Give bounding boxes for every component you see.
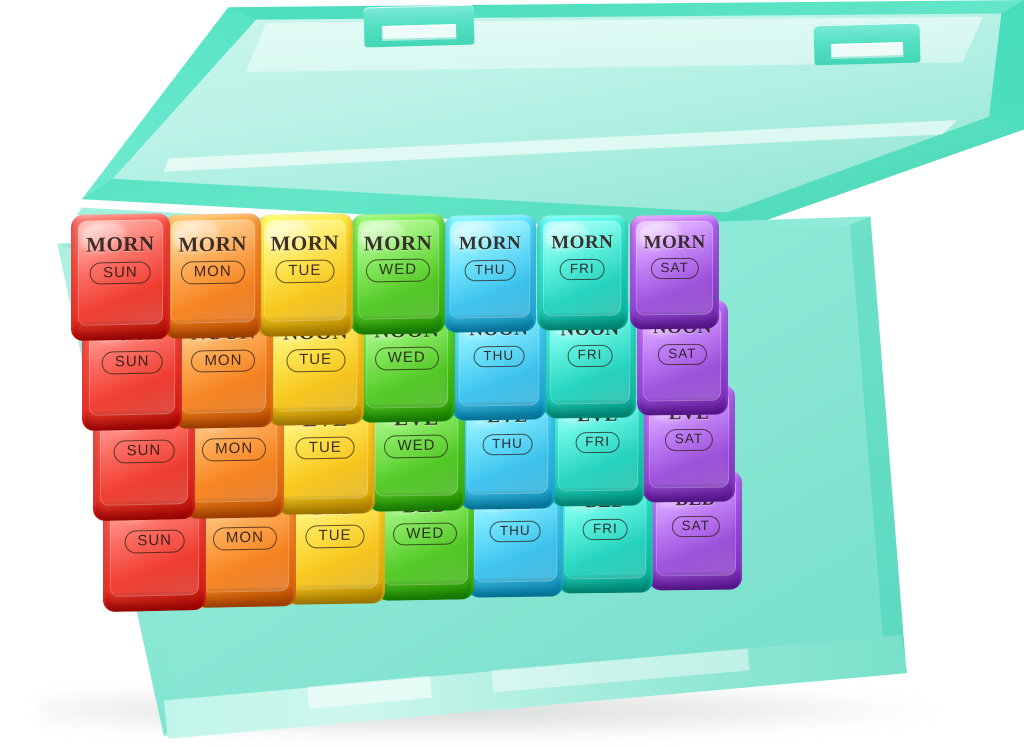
compartment-morn-thu[interactable]: MORN THU <box>443 213 537 333</box>
compartment-day-label: MON <box>191 349 256 374</box>
compartment-front-lip <box>166 318 259 339</box>
compartment-front-lip <box>462 489 552 509</box>
compartment-day-label: FRI <box>575 431 621 454</box>
compartment-day-label: SUN <box>101 350 163 375</box>
compartment-front-lip <box>446 313 534 333</box>
compartment-day-label: SAT <box>664 429 713 452</box>
compartment-front-lip <box>84 409 179 432</box>
compartment-day-label: WED <box>365 259 430 283</box>
compartment-front-lip <box>561 574 651 594</box>
compartment-day-label: SAT <box>657 343 707 366</box>
compartment-day-label: TUE <box>305 524 365 549</box>
compartment-front-lip <box>370 492 462 513</box>
compartment-front-lip <box>106 590 204 613</box>
compartment-day-label: TUE <box>275 259 335 284</box>
compartment-day-label: SAT <box>650 257 700 280</box>
compartment-front-lip <box>470 577 561 598</box>
compartment-day-label: THU <box>473 345 524 368</box>
compartment-time-label: MORN <box>643 231 707 254</box>
compartment-day-label: TUE <box>295 436 355 461</box>
compartment-day-label: WED <box>393 522 458 547</box>
compartment-day-label: THU <box>481 433 533 456</box>
compartment-front-lip <box>639 397 725 416</box>
compartment-day-label: MON <box>180 260 245 285</box>
compartment-front-lip <box>651 571 740 591</box>
compartment-front-lip <box>353 315 442 335</box>
compartment-front-lip <box>177 407 270 429</box>
compartment-day-label: THU <box>490 520 541 543</box>
compartment-time-label: MORN <box>459 231 522 254</box>
compartment-day-label: SUN <box>89 260 151 285</box>
compartment-front-lip <box>379 581 472 602</box>
compartment-morn-sat[interactable]: MORN SAT <box>630 214 720 329</box>
compartment-time-label: MORN <box>270 230 340 257</box>
compartment-time-label: MORN <box>363 230 432 256</box>
compartment-front-lip <box>269 405 361 426</box>
compartment-time-label: MORN <box>178 230 247 257</box>
compartment-front-lip <box>361 403 452 424</box>
compartment-time-label: MORN <box>85 231 155 257</box>
compartment-front-lip <box>73 319 167 341</box>
compartment-day-label: MON <box>213 526 278 551</box>
compartment-day-label: MON <box>202 438 267 463</box>
compartment-morn-fri[interactable]: MORN FRI <box>537 214 628 331</box>
compartment-front-lip <box>539 312 626 331</box>
compartment-front-lip <box>645 484 733 503</box>
compartment-front-lip <box>546 399 634 419</box>
compartment-day-label: FRI <box>583 518 628 540</box>
compartment-day-label: FRI <box>560 258 605 280</box>
compartment-morn-tue[interactable]: MORN TUE <box>257 213 353 337</box>
compartment-front-lip <box>454 401 543 421</box>
compartment-day-label: TUE <box>285 348 345 372</box>
compartment-day-label: SAT <box>671 515 720 538</box>
compartment-front-lip <box>95 500 192 522</box>
compartment-day-label: FRI <box>567 344 613 367</box>
compartment-day-label: WED <box>384 434 449 459</box>
compartment-day-label: THU <box>464 258 516 281</box>
compartment-morn-mon[interactable]: MORN MON <box>163 212 262 339</box>
compartment-front-lip <box>288 584 383 605</box>
compartment-front-lip <box>260 316 351 337</box>
compartment-morn-wed[interactable]: MORN WED <box>350 213 445 335</box>
compartment-day-label: WED <box>374 346 439 371</box>
compartment-front-lip <box>197 587 294 609</box>
compartment-front-lip <box>633 310 717 329</box>
compartment-time-label: MORN <box>551 231 614 254</box>
compartment-day-label: SUN <box>113 439 174 464</box>
compartment-front-lip <box>187 497 282 519</box>
compartment-front-lip <box>554 486 642 506</box>
compartment-morn-sun[interactable]: MORN SUN <box>70 212 170 341</box>
compartment-front-lip <box>278 495 372 516</box>
compartment-day-label: SUN <box>124 529 186 554</box>
